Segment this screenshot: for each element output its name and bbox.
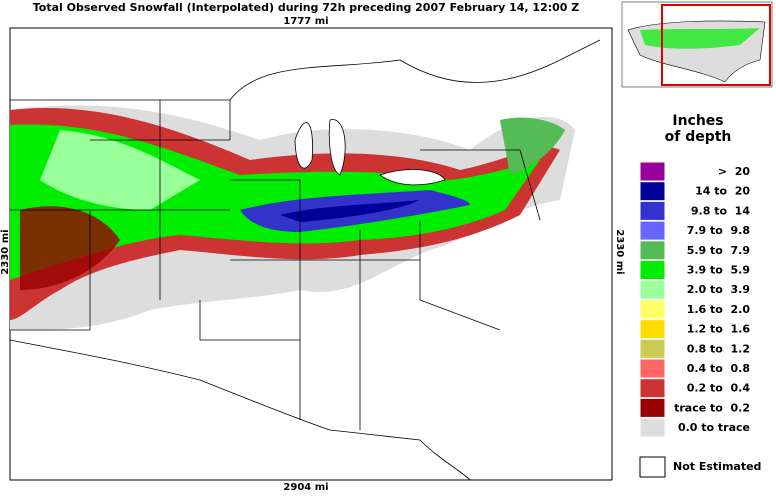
legend-swatch — [639, 279, 666, 300]
legend-label: 0.0 to trace — [678, 421, 750, 434]
legend-swatch — [639, 200, 666, 221]
map — [9, 27, 613, 481]
top-distance: 1777 mi — [283, 16, 328, 27]
inset-snow — [640, 28, 760, 49]
right-distance: 2330 mi — [614, 229, 625, 274]
great-lakes — [294, 119, 446, 186]
legend-label: 0.8 to 1.2 — [687, 342, 750, 355]
legend-swatch — [639, 299, 666, 320]
heaviest-snow-area — [280, 200, 420, 222]
legend-swatch — [639, 260, 666, 280]
inset-region-box — [661, 4, 771, 86]
legend-swatch — [639, 338, 666, 359]
title: Total Observed Snowfall (Interpolated) d… — [33, 1, 580, 14]
trace-snow-area — [20, 206, 120, 290]
bottom-distance: 2904 mi — [283, 482, 328, 493]
inset-map — [621, 1, 773, 88]
legend-label: 7.9 to 9.8 — [687, 224, 750, 237]
legend: > 20 14 to 20 9.8 to 14 7.9 to 9.8 5.9 to 7.… — [639, 161, 751, 438]
legend-swatch — [639, 378, 666, 399]
legend-label: 2.0 to 3.9 — [687, 283, 750, 296]
canada-border — [229, 39, 601, 101]
legend-swatch — [639, 181, 666, 202]
legend-swatch — [639, 319, 666, 340]
legend-label: 9.8 to 14 — [691, 204, 750, 217]
legend-label: 1.6 to 2.0 — [687, 303, 751, 316]
legend-swatch — [639, 417, 666, 438]
legend-label: Not Estimated — [673, 460, 761, 473]
legend-label: 0.2 to 0.4 — [687, 382, 751, 395]
legend-label: 1.2 to 1.6 — [687, 323, 751, 336]
legend-label: 0.4 to 0.8 — [687, 362, 750, 375]
left-distance: 2330 mi — [0, 229, 11, 274]
legend-label: 5.9 to 7.9 — [687, 244, 750, 257]
legend-label: 14 to 20 — [695, 185, 750, 198]
legend-swatch — [639, 240, 666, 261]
not-estimated-swatch — [639, 456, 666, 478]
legend-swatch — [639, 397, 666, 418]
northeast-snow — [500, 117, 565, 175]
legend-swatch — [639, 220, 666, 241]
legend-label: trace to 0.2 — [674, 401, 750, 414]
legend-label: > 20 — [718, 165, 751, 178]
legend-label: 3.9 to 5.9 — [687, 264, 750, 277]
legend-title: Inches — [672, 113, 723, 129]
legend-title: of depth — [665, 129, 732, 145]
legend-swatch — [639, 358, 666, 379]
legend-swatch — [639, 161, 666, 182]
